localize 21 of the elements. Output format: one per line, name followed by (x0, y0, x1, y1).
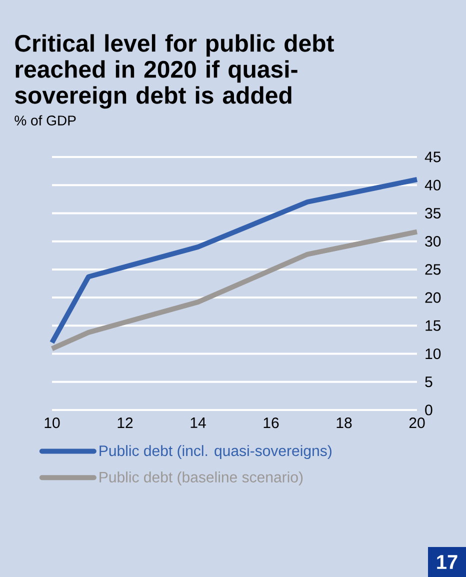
y-tick-label: 40 (424, 180, 441, 190)
y-tick-label: 0 (425, 404, 432, 416)
legend-label: Public debt (baseline scenario) (100, 471, 303, 486)
y-tick-label: 45 (424, 152, 441, 162)
x-tick-label: 10 (44, 418, 60, 428)
x-tick-label: 18 (336, 418, 352, 428)
x-tick-label: 20 (409, 418, 425, 428)
legend-label: Public debt (incl. quasi-sovereigns) (100, 445, 332, 460)
y-tick-label: 20 (425, 292, 441, 303)
y-tick-label: 15 (426, 320, 441, 331)
y-tick-label: 30 (425, 236, 441, 247)
x-tick-label: 12 (118, 418, 133, 428)
y-tick-label: 10 (426, 348, 441, 360)
chart-subtitle: % of GDP (14, 115, 76, 126)
y-tick-label: 25 (425, 264, 441, 275)
y-tick-label: 5 (425, 376, 432, 388)
text: 17 (437, 555, 458, 569)
x-tick-label: 16 (264, 418, 279, 428)
chart-title: Critical level for public debt reached in 2020 if quasi-sovereign debt is added (15, 34, 334, 109)
x-tick-label: 14 (190, 418, 206, 428)
y-tick-label: 35 (425, 208, 441, 219)
